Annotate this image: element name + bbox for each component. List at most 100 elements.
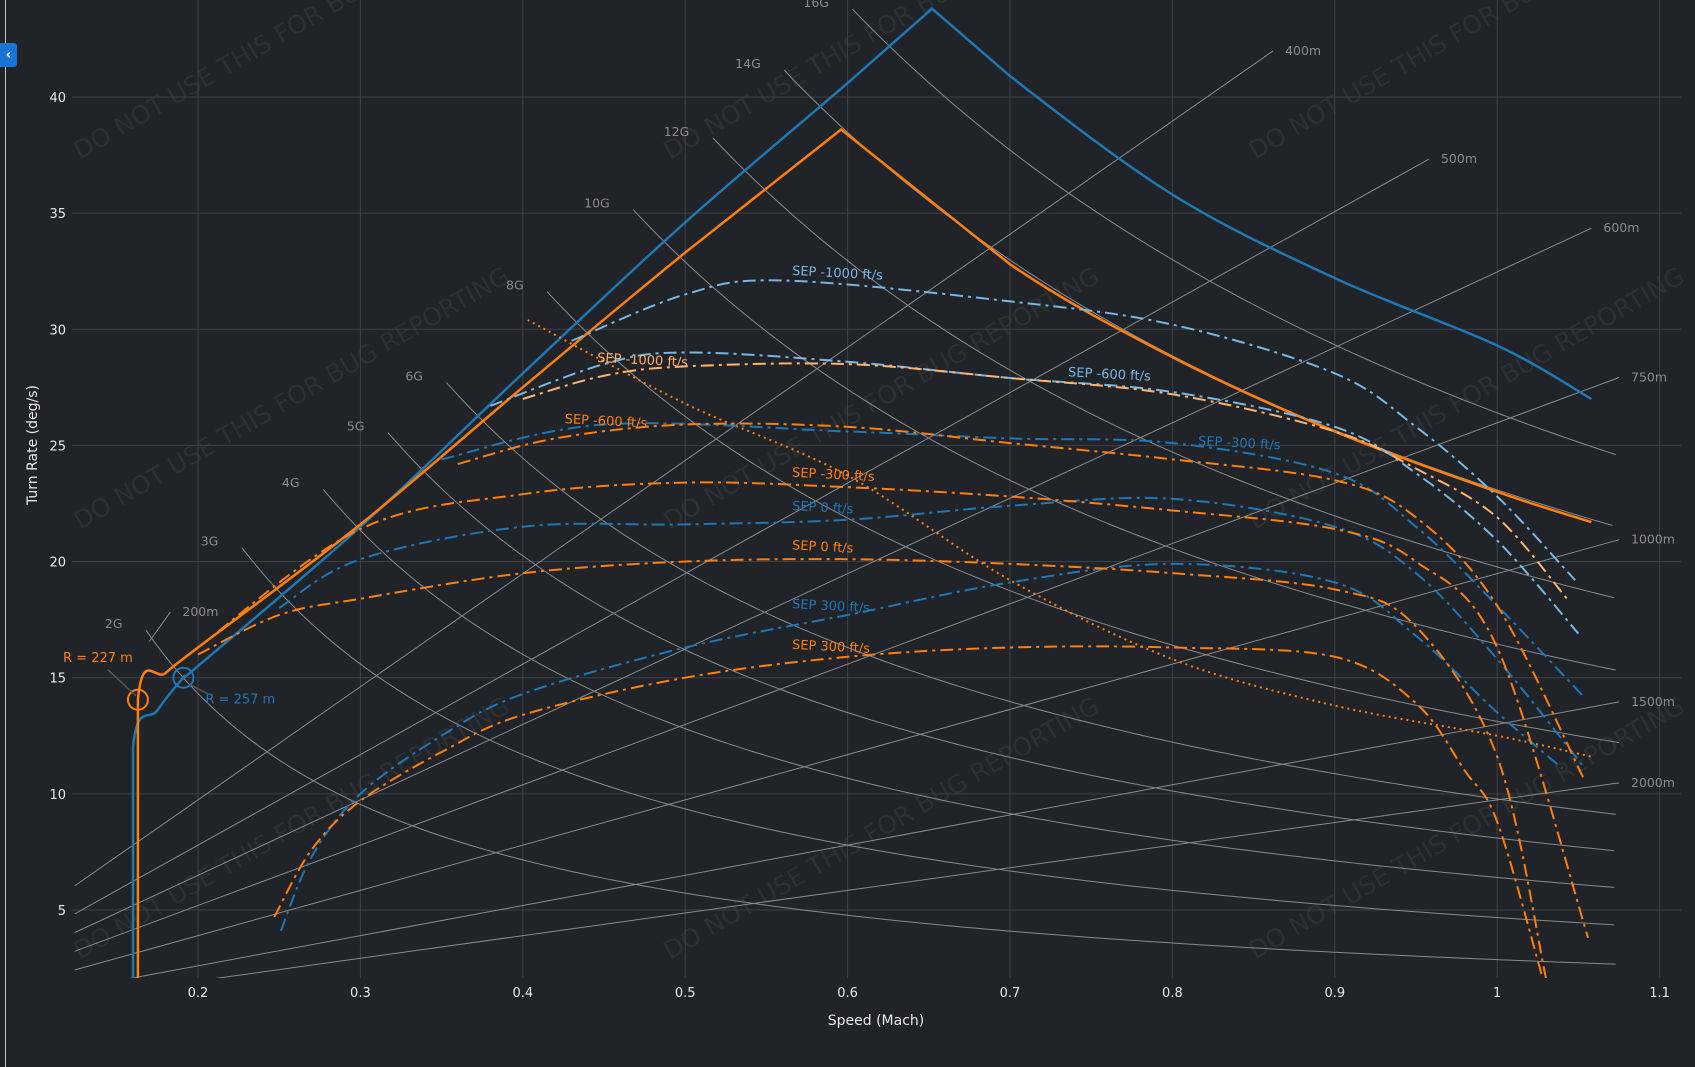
g-load-line — [546, 291, 1620, 744]
blue-envelope-line — [131, 7, 1593, 978]
turn-radius-line — [215, 782, 1620, 978]
watermarks: DO NOT USE THIS FOR BUG REPORTING DO NOT … — [69, 0, 1690, 965]
g-load-line — [632, 209, 1616, 671]
y-tick-label: 10 — [49, 788, 66, 803]
blue-sep-0-label: SEP 0 ft/s — [792, 499, 854, 517]
orange-sep-m1000-line — [522, 362, 1568, 600]
g-load-line — [241, 547, 1615, 926]
turn-radius-line — [74, 158, 1430, 915]
x-tick-label: 0.7 — [1000, 986, 1021, 1001]
g-load-label: 8G — [506, 278, 524, 293]
blue-sep-0-line — [278, 496, 1586, 769]
orange-sep-0-label: SEP 0 ft/s — [792, 538, 854, 556]
orange-sep-m300-label: SEP -300 ft/s — [792, 466, 876, 485]
annotation-label: R = 257 m — [205, 693, 275, 708]
annotations: R = 227 m R = 257 m — [63, 651, 275, 711]
y-axis-title: Turn Rate (deg/s) — [25, 385, 41, 506]
x-tick-label: 0.9 — [1324, 986, 1345, 1001]
turn-radius-label: 1000m — [1631, 532, 1675, 547]
watermark-text: DO NOT USE THIS FOR BUG REPORTING — [1244, 691, 1690, 965]
annotation-arrow — [190, 684, 208, 695]
g-load-label: 10G — [584, 196, 610, 211]
annotation-marker — [172, 666, 195, 689]
y-tick-label: 40 — [49, 91, 66, 106]
watermark-text: DO NOT USE THIS FOR BUG REPORTING — [1244, 0, 1690, 165]
g-load-line — [783, 69, 1613, 526]
turn-radius-label: 400m — [1285, 43, 1321, 58]
g-load-line — [322, 488, 1615, 888]
y-tick-label: 15 — [49, 672, 66, 687]
watermark-text: DO NOT USE THIS FOR BUG REPORTING — [69, 0, 515, 165]
blue-sep-300-line — [279, 562, 1563, 932]
g-load-label: 12G — [664, 124, 690, 139]
turn-radius-line — [148, 611, 171, 642]
blue-sep-m1000-label: SEP -1000 ft/s — [792, 264, 884, 284]
g-load-label: 14G — [735, 56, 761, 71]
orange-sep-m300-line — [197, 481, 1590, 939]
g-load-label: 16G — [803, 0, 829, 10]
turn-radius-label: 1500m — [1631, 694, 1675, 709]
g-load-line — [387, 432, 1615, 852]
turn-radius-line — [74, 377, 1620, 952]
g-load-label: 3G — [201, 534, 219, 549]
annotation-label: R = 227 m — [63, 651, 133, 666]
orange-sep-300-label: SEP 300 ft/s — [792, 638, 871, 657]
turn-radius-label: 600m — [1603, 220, 1639, 235]
y-tick-label: 25 — [49, 439, 66, 454]
y-tick-label: 30 — [49, 323, 66, 338]
x-tick-label: 1 — [1493, 986, 1501, 1001]
turn-radius-label: 200m — [182, 604, 218, 619]
orange-sep-m600-line — [457, 422, 1585, 779]
watermark-text: DO NOT USE THIS FOR BUG REPORTING — [659, 0, 1105, 165]
annotation-marker — [126, 688, 149, 711]
x-tick-label: 1.1 — [1649, 986, 1670, 1001]
g-load-label: 5G — [347, 419, 365, 434]
watermark-text: DO NOT USE THIS FOR BUG REPORTING — [659, 261, 1105, 535]
g-load-line — [852, 8, 1616, 456]
g-load-label: 4G — [282, 475, 300, 490]
turn-radius-line — [74, 227, 1592, 934]
g-load-line — [446, 382, 1616, 815]
blue-sep-m600-label: SEP -600 ft/s — [1068, 365, 1152, 384]
x-tick-label: 0.6 — [837, 986, 858, 1001]
g-load-line — [712, 137, 1615, 599]
y-tick-label: 20 — [49, 556, 66, 571]
sidebar-border — [5, 0, 6, 1067]
chevron-left-icon: ‹ — [5, 47, 12, 63]
blue-sep-300-label: SEP 300 ft/s — [792, 597, 871, 616]
watermark-text: DO NOT USE THIS FOR BUG REPORTING — [659, 691, 1105, 965]
x-axis-title: Speed (Mach) — [828, 1013, 925, 1029]
turn-radius-line — [129, 701, 1620, 978]
orange-sep-0-line — [197, 558, 1547, 978]
reference-lines — [74, 8, 1620, 978]
orange-sep-m600-label: SEP -600 ft/s — [564, 412, 648, 431]
blue-sep-m300-label: SEP -300 ft/s — [1198, 434, 1282, 453]
turn-radius-label: 750m — [1631, 370, 1667, 385]
orange-dotted-line — [527, 319, 1592, 758]
orange-sep-m1000-label: SEP -1000 ft/s — [597, 351, 689, 371]
turn-radius-line — [74, 539, 1620, 971]
annotation-arrow — [107, 669, 137, 697]
sep-labels: SEP -1000 ft/s SEP -600 ft/s SEP -300 ft/s… — [564, 264, 1281, 657]
x-tick-label: 0.5 — [675, 986, 696, 1001]
blue-sep-m600-line — [489, 351, 1580, 635]
g-load-line — [145, 629, 1616, 965]
x-tick-label: 0.8 — [1162, 986, 1183, 1001]
collapse-sidebar-button[interactable]: ‹ — [0, 43, 17, 67]
reference-labels: 2G 3G 4G 5G 6G 8G 10G 12G 14G 16G 200m 400m 500m 600m… — [105, 0, 1675, 790]
watermark-text: DO NOT USE THIS FOR BUG REPORTING — [1244, 261, 1690, 535]
y-tick-label: 35 — [49, 207, 66, 222]
x-tick-label: 0.2 — [188, 986, 209, 1001]
axis-ticks: 0.2 0.3 0.4 0.5 0.6 0.7 0.8 0.9 1 1.1 5 10 15 20 25 30 3… — [49, 91, 1669, 1001]
g-load-label: 6G — [405, 369, 423, 384]
turn-radius-label: 500m — [1441, 151, 1477, 166]
g-load-label: 2G — [105, 616, 123, 631]
x-tick-label: 0.3 — [350, 986, 371, 1001]
series-lines — [131, 7, 1593, 978]
blue-sep-m1000-line — [571, 279, 1576, 581]
x-tick-label: 0.4 — [512, 986, 533, 1001]
gridlines — [72, 0, 1681, 978]
y-tick-label: 5 — [58, 904, 66, 919]
turn-radius-line — [74, 50, 1274, 887]
